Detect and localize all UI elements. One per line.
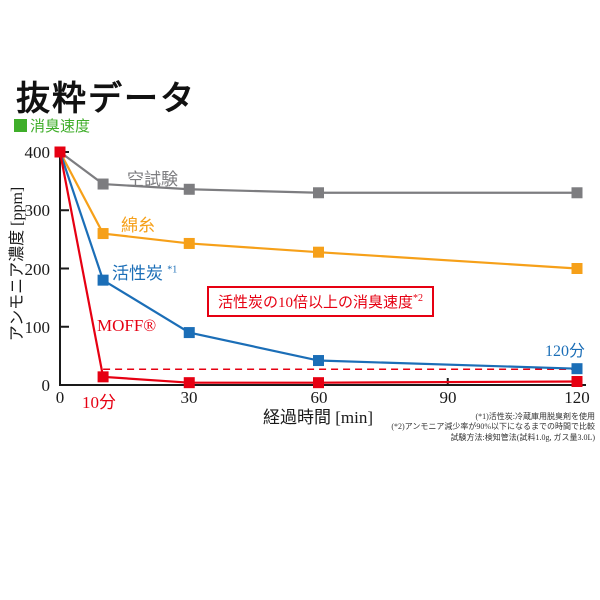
end-annotation-120min: 120分: [545, 343, 586, 360]
legend-label: 消臭速度: [30, 119, 91, 135]
series-marker-3: [183, 377, 195, 389]
x-tick-label: 90: [439, 388, 457, 407]
series-marker-0: [313, 187, 324, 199]
series-marker-1: [571, 263, 583, 274]
series-marker-3: [313, 377, 324, 389]
x-tick-label: 60: [310, 388, 328, 407]
series-marker-1: [313, 246, 324, 258]
series-marker-0: [97, 178, 109, 190]
series-marker-1: [97, 228, 109, 240]
legend-square-icon: [14, 119, 27, 132]
footnotes: (*1)活性炭:冷蔵庫用脱臭剤を使用 (*2)アンモニア減少率が90%以下になる…: [391, 412, 595, 443]
series-label-footnote-mark: *1: [167, 264, 178, 276]
footnote-line: (*1)活性炭:冷蔵庫用脱臭剤を使用: [475, 412, 595, 421]
y-axis-title: アンモニア濃度 [ppm]: [9, 186, 26, 342]
page-title: 抜粋データ: [16, 79, 196, 118]
series-label-text: 活性炭: [112, 264, 163, 283]
y-tick-label: 300: [24, 201, 51, 220]
series-marker-2: [183, 327, 195, 339]
series-marker-3: [97, 371, 109, 383]
chart-legend: 消臭速度: [14, 115, 90, 136]
series-marker-3: [54, 146, 66, 158]
series-marker-3: [571, 376, 583, 388]
series-marker-0: [571, 187, 583, 199]
series-label-blank-test: 空試験: [127, 170, 178, 189]
x-tick-label: 0: [55, 388, 65, 407]
series-label-cotton: 綿糸: [121, 216, 155, 235]
x-tick-label: 30: [180, 388, 198, 407]
callout-footnote-mark: *2: [413, 293, 424, 304]
x-axis-title: 経過時間 [min]: [262, 408, 374, 427]
series-marker-1: [183, 237, 195, 249]
y-tick-label: 400: [24, 143, 51, 162]
series-marker-0: [183, 183, 195, 195]
series-label-activated-carbon: 活性炭 *1: [112, 259, 177, 284]
callout-text: 活性炭の10倍以上の消臭速度: [218, 295, 414, 311]
series-marker-2: [97, 274, 109, 286]
series-marker-2: [571, 363, 583, 375]
y-tick-label: 100: [24, 318, 51, 337]
callout-box: 活性炭の10倍以上の消臭速度*2: [207, 286, 435, 317]
x-annotation-10min: 10分: [82, 393, 116, 412]
series-label-moff: MOFF®: [97, 316, 157, 335]
footnote-line: (*2)アンモニア減少率が90%以下になるまでの時間で比較: [391, 422, 595, 432]
y-tick-label: 0: [41, 376, 51, 395]
x-tick-label: 120: [564, 388, 590, 407]
footnote-line: 試験方法:検知管法(試料1.0g, ガス量3.0L): [450, 432, 595, 442]
series-marker-2: [313, 355, 324, 367]
y-tick-label: 200: [24, 260, 51, 279]
